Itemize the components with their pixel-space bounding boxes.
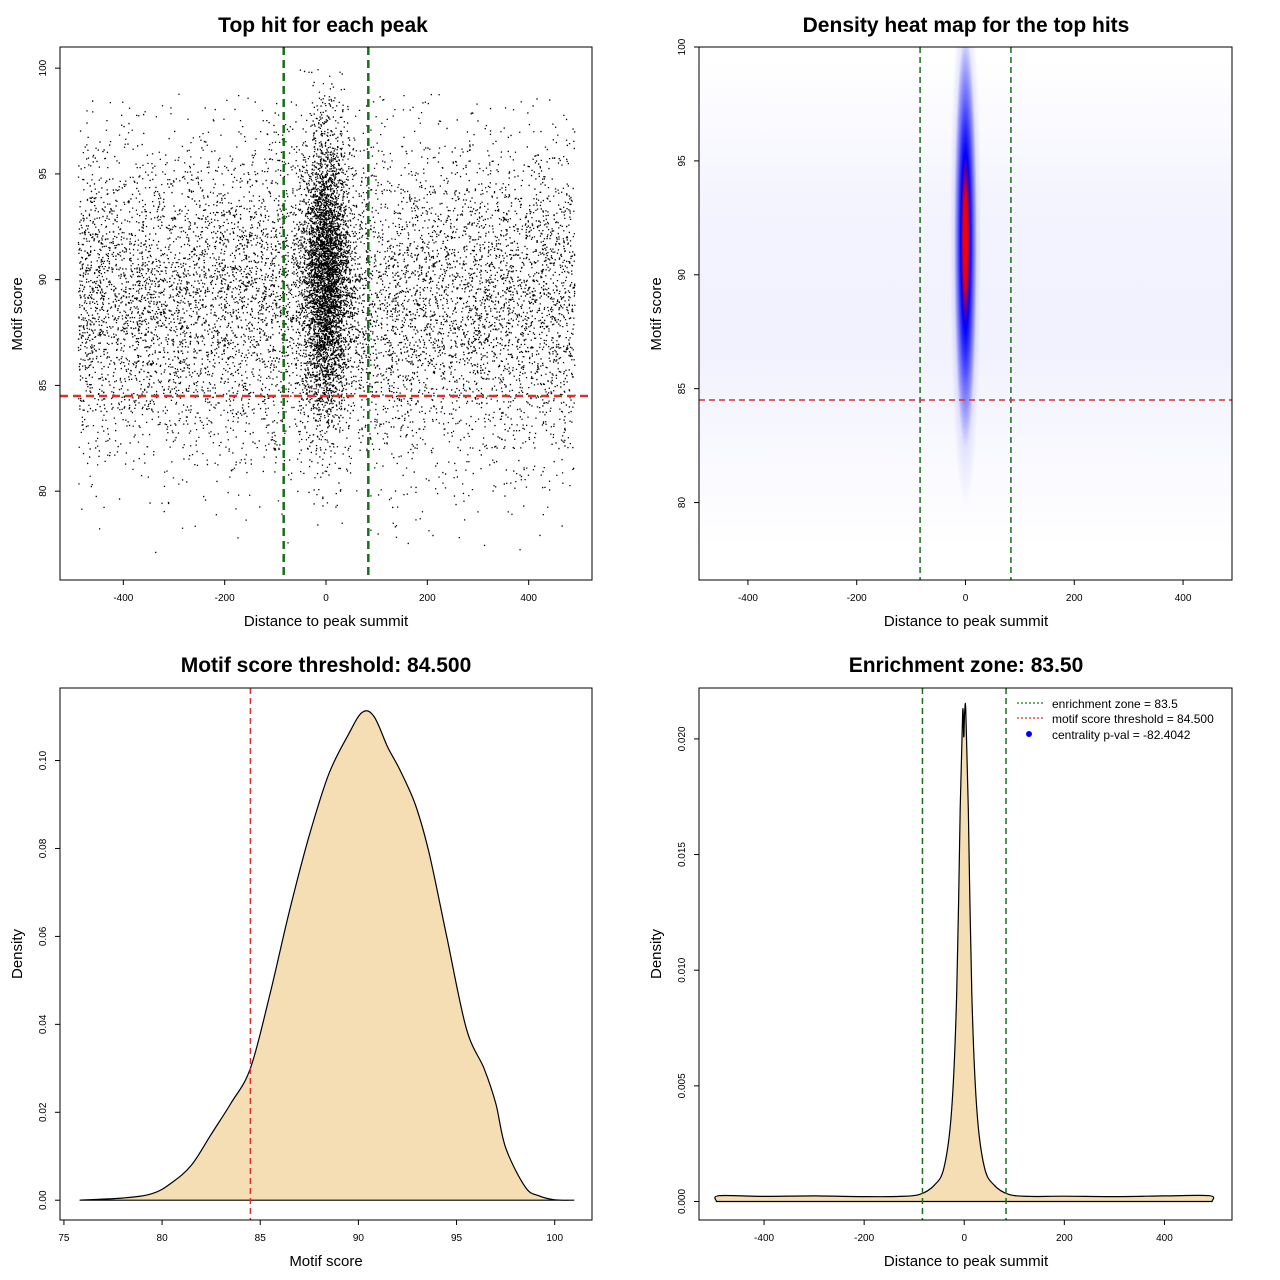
score-density-x-tick-label: 100	[546, 1233, 563, 1244]
distance-density-reference-lines	[921, 688, 1007, 1220]
distance-density-y-tick-label: 0.015	[677, 842, 688, 867]
heatmap-x-tick-label: 400	[1175, 593, 1192, 604]
distance-density-axis-ticks: -400 -200 0 200 400 0.000 0.005 0.010 0.015 0.020	[677, 726, 1173, 1244]
scatter-x-tick-label: -400	[113, 593, 133, 604]
heatmap-density-field	[699, 47, 1232, 549]
legend-zone-label: enrichment zone = 83.5	[1052, 697, 1178, 711]
panel-distance-density: Enrichment zone: 83.50 -400 -200 0 200 400 0.…	[648, 654, 1233, 1270]
heatmap-x-axis-label: Distance to peak summit	[884, 613, 1049, 630]
panel-heatmap: Density heat map for the top hits -400 -2…	[648, 14, 1233, 630]
heatmap-title: Density heat map for the top hits	[803, 14, 1130, 37]
scatter-y-tick-label: 85	[38, 379, 49, 391]
score-density-y-tick-label: 0.00	[38, 1190, 49, 1210]
score-density-area	[79, 710, 575, 1201]
legend-pval-label: centrality p-val = -82.4042	[1052, 728, 1191, 742]
distance-density-x-axis-label: Distance to peak summit	[884, 1253, 1049, 1270]
heatmap-reference-lines	[699, 47, 1232, 580]
score-density-x-tick-label: 95	[451, 1233, 463, 1244]
heatmap-y-tick-label: 95	[677, 155, 688, 167]
legend-pval-swatch	[1026, 731, 1032, 737]
score-density-x-tick-label: 75	[58, 1233, 70, 1244]
scatter-y-tick-label: 90	[38, 274, 49, 286]
heatmap-y-tick-label: 85	[677, 383, 688, 395]
scatter-y-axis-label: Motif score	[9, 277, 26, 350]
distance-density-y-tick-label: 0.000	[677, 1189, 688, 1214]
score-density-y-axis-label: Density	[9, 928, 26, 979]
score-density-y-tick-label: 0.04	[38, 1014, 49, 1034]
panel-score-density: Motif score threshold: 84.500 75 80 85 90 95…	[9, 654, 593, 1270]
score-density-y-tick-label: 0.02	[38, 1102, 49, 1122]
score-density-x-tick-label: 90	[353, 1233, 365, 1244]
distance-density-y-tick-label: 0.020	[677, 726, 688, 751]
heatmap-hotspot	[954, 47, 977, 448]
heatmap-y-tick-label: 80	[677, 497, 688, 509]
distance-density-y-tick-label: 0.010	[677, 957, 688, 982]
distance-density-y-tick-label: 0.005	[677, 1073, 688, 1098]
distance-density-y-axis-label: Density	[648, 928, 665, 979]
distance-density-x-tick-label: -400	[754, 1233, 774, 1244]
score-density-plot-frame	[59, 687, 593, 1221]
distance-density-x-tick-label: 200	[1056, 1233, 1073, 1244]
score-density-x-tick-label: 85	[255, 1233, 267, 1244]
score-density-y-tick-label: 0.08	[38, 838, 49, 858]
distance-density-area	[714, 702, 1215, 1203]
heatmap-x-tick-label: -400	[738, 593, 758, 604]
scatter-y-tick-label: 80	[38, 485, 49, 497]
heatmap-x-tick-label: 200	[1066, 593, 1083, 604]
panel-scatter: Top hit for each peak -400 -200 0 200 400 80 8…	[9, 14, 593, 630]
scatter-x-tick-label: 0	[323, 593, 329, 604]
scatter-y-tick-label: 95	[38, 168, 49, 180]
scatter-x-tick-label: 200	[419, 593, 436, 604]
score-density-y-tick-label: 0.06	[38, 926, 49, 946]
distance-density-plot-frame	[698, 687, 1233, 1221]
scatter-title: Top hit for each peak	[218, 14, 428, 37]
scatter-y-tick-label: 100	[38, 59, 49, 76]
scatter-points	[77, 69, 576, 554]
scatter-reference-lines	[60, 47, 592, 580]
distance-density-legend: enrichment zone = 83.5 motif score thres…	[1017, 697, 1214, 742]
score-density-x-tick-label: 80	[157, 1233, 169, 1244]
score-density-axis-ticks: 75 80 85 90 95 100 0.00 0.02 0.04 0.06 0.08 0.10	[38, 750, 563, 1244]
score-density-y-tick-label: 0.10	[38, 750, 49, 770]
scatter-axis-ticks: -400 -200 0 200 400 80 85 90 95 100	[38, 59, 537, 604]
scatter-point-cloud	[77, 69, 576, 554]
distance-density-x-tick-label: -200	[854, 1233, 874, 1244]
legend-threshold-label: motif score threshold = 84.500	[1052, 712, 1214, 726]
score-density-title: Motif score threshold: 84.500	[181, 654, 472, 677]
heatmap-axis-ticks: -400 -200 0 200 400 80 85 90 95 100	[677, 38, 1192, 604]
heatmap-y-axis-label: Motif score	[648, 277, 665, 350]
distance-density-x-tick-label: 400	[1156, 1233, 1173, 1244]
scatter-x-tick-label: 400	[520, 593, 537, 604]
distance-density-title: Enrichment zone: 83.50	[849, 654, 1084, 677]
scatter-x-axis-label: Distance to peak summit	[244, 613, 409, 630]
score-density-x-axis-label: Motif score	[289, 1253, 362, 1270]
heatmap-x-tick-label: 0	[963, 593, 969, 604]
heatmap-y-tick-label: 100	[677, 38, 688, 55]
distance-density-x-tick-label: 0	[961, 1233, 967, 1244]
scatter-x-tick-label: -200	[215, 593, 235, 604]
heatmap-x-tick-label: -200	[847, 593, 867, 604]
heatmap-y-tick-label: 90	[677, 269, 688, 281]
